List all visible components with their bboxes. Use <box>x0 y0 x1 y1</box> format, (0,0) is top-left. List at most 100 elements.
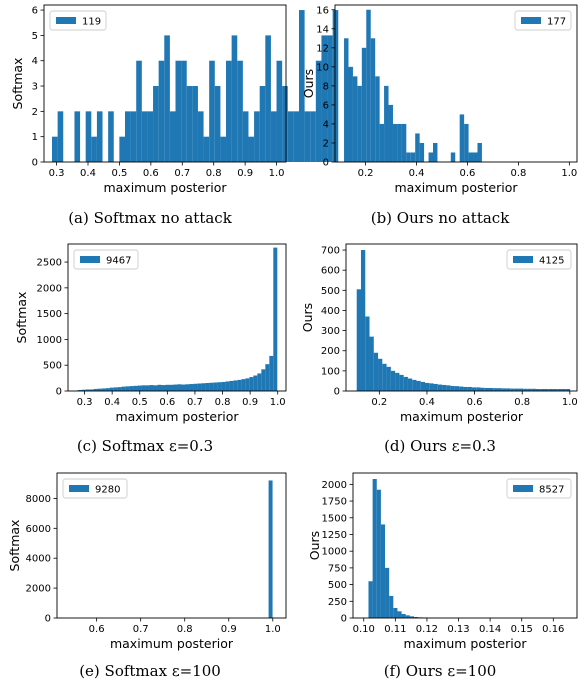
x-tick-label: 0.15 <box>511 624 533 635</box>
x-tick-label: 0.6 <box>143 168 159 179</box>
subfigure-caption: (d) Ours ε=0.3 <box>384 437 496 455</box>
histogram-bar <box>149 385 154 391</box>
legend-label: 9467 <box>106 256 131 267</box>
histogram-bar <box>287 111 294 162</box>
legend: 119 <box>49 10 107 31</box>
histogram-bar <box>186 86 193 162</box>
x-axis-label: maximum posterior <box>400 409 524 424</box>
histogram-bar <box>81 389 86 391</box>
y-tick-label: 3 <box>32 82 38 93</box>
histogram-bar <box>77 389 82 391</box>
histogram-bar <box>203 136 210 162</box>
histogram-bar <box>370 38 376 162</box>
y-tick-label: 8 <box>323 81 329 92</box>
histogram-bar <box>382 363 387 391</box>
y-tick-label: 1250 <box>322 530 347 541</box>
x-tick-label: 0.10 <box>353 624 375 635</box>
histogram-bar <box>397 611 402 618</box>
y-tick-label: 16 <box>316 5 329 16</box>
histogram-bar <box>304 111 311 162</box>
histogram-bar <box>406 152 411 162</box>
histogram-bar <box>97 388 102 391</box>
histogram-bar <box>401 123 407 162</box>
histogram-bar <box>145 385 150 391</box>
x-tick-label: 0.6 <box>89 624 105 635</box>
histogram-bar <box>506 388 511 391</box>
histogram-bar <box>484 387 490 391</box>
histogram-bar <box>157 384 162 391</box>
histogram-bar <box>327 35 333 162</box>
histogram-bar <box>493 388 498 391</box>
histogram-bar <box>197 383 202 391</box>
y-tick-label: 0 <box>323 158 329 169</box>
legend-swatch <box>513 485 533 492</box>
histogram-bar <box>169 384 174 391</box>
histogram-bar <box>433 383 438 391</box>
x-tick-label: 0.9 <box>221 624 237 635</box>
histogram-bar <box>193 383 198 391</box>
y-tick-label: 0 <box>32 158 38 169</box>
legend: 177 <box>514 10 572 31</box>
y-tick-label: 300 <box>321 326 340 337</box>
histogram-bar <box>185 384 190 391</box>
histogram-bar <box>386 366 391 391</box>
y-tick-label: 6 <box>323 100 329 111</box>
histogram-bar <box>433 142 438 162</box>
histogram-bar <box>201 383 206 391</box>
legend-label: 119 <box>82 17 101 28</box>
histogram-bar <box>276 60 283 162</box>
histogram-bar <box>226 60 232 162</box>
histogram-bar <box>399 374 404 391</box>
y-axis-label: Softmax <box>7 520 22 572</box>
x-tick-label: 0.6 <box>460 168 476 179</box>
x-tick-label: 0.4 <box>409 168 425 179</box>
legend-box <box>506 478 572 499</box>
histogram-bar <box>93 388 98 391</box>
y-tick-label: 400 <box>321 306 340 317</box>
x-tick-label: 0.6 <box>467 397 483 408</box>
histogram-bar <box>416 380 421 391</box>
subplot-b: 0.2 0.4 0.6 0.8 1.0 0 2 4 6 8 10 12 14 16 maximum post… <box>301 4 578 227</box>
histogram-bar <box>476 387 481 391</box>
y-tick-label: 6000 <box>26 524 51 535</box>
histogram-bar <box>389 595 394 618</box>
histogram-bar <box>368 581 373 618</box>
histogram-bar <box>523 388 528 391</box>
histogram-bar <box>57 111 64 162</box>
histogram-bar <box>269 355 274 391</box>
histogram-bar <box>91 136 97 162</box>
legend-label: 8527 <box>539 485 564 496</box>
histogram-bar <box>165 384 170 391</box>
histogram-bar <box>158 60 165 162</box>
x-axis-label: maximum posterior <box>115 409 239 424</box>
y-tick-label: 4000 <box>26 554 51 565</box>
histogram-bar <box>242 111 249 162</box>
x-tick-label: 0.13 <box>447 624 469 635</box>
histogram-bar <box>361 47 367 162</box>
x-axis-label: maximum posterior <box>394 180 518 195</box>
axes-frame <box>352 472 578 619</box>
x-tick-label: 0.2 <box>371 397 387 408</box>
y-tick-label: 500 <box>321 286 340 297</box>
histogram-bar <box>298 10 305 163</box>
x-tick-label: 0.8 <box>177 624 193 635</box>
histogram-bar <box>161 385 166 391</box>
histogram-bar <box>237 60 243 162</box>
x-tick-label: 0.5 <box>132 397 148 408</box>
y-tick-label: 250 <box>328 597 347 608</box>
histogram-bar <box>454 386 460 391</box>
histogram-bar <box>101 388 106 391</box>
histogram-bar <box>501 388 507 391</box>
histogram-bar <box>197 111 204 162</box>
histogram-bar <box>395 372 400 391</box>
legend-swatch <box>80 256 100 263</box>
histogram-bar <box>214 86 221 162</box>
histogram-bar <box>531 388 536 391</box>
histogram-bar <box>181 384 186 391</box>
histogram-bar <box>463 386 468 391</box>
histogram-bar <box>407 378 413 391</box>
histogram-bar <box>85 111 92 162</box>
x-tick-label: 0.14 <box>479 624 501 635</box>
histogram-bar <box>52 136 58 162</box>
y-tick-label: 1500 <box>322 513 347 524</box>
